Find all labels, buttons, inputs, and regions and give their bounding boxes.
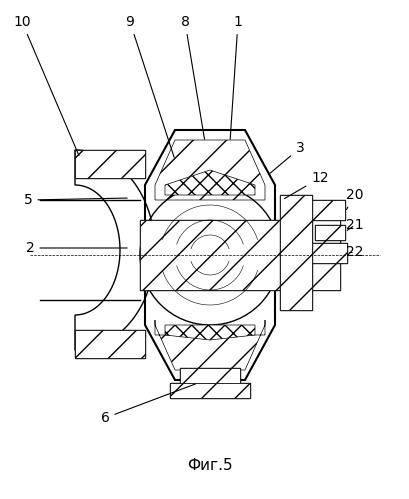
Text: 22: 22 — [346, 245, 364, 259]
Bar — [315, 225, 345, 240]
Polygon shape — [155, 140, 265, 200]
Text: 20: 20 — [346, 188, 364, 210]
Polygon shape — [75, 150, 145, 178]
Bar — [75, 330, 145, 358]
Polygon shape — [315, 225, 345, 240]
Text: 8: 8 — [180, 15, 204, 139]
Bar — [140, 220, 340, 290]
Text: 6: 6 — [101, 384, 196, 425]
Polygon shape — [165, 170, 255, 195]
Polygon shape — [140, 220, 340, 290]
Polygon shape — [165, 325, 255, 340]
Bar — [180, 368, 240, 383]
Text: 12: 12 — [284, 171, 329, 199]
Bar — [280, 195, 312, 310]
Polygon shape — [75, 330, 145, 358]
Text: 1: 1 — [230, 15, 243, 139]
Polygon shape — [280, 195, 312, 310]
Polygon shape — [312, 243, 347, 263]
Text: 2: 2 — [26, 241, 127, 255]
Polygon shape — [180, 368, 240, 383]
Bar — [310, 200, 345, 220]
Bar — [75, 150, 145, 178]
Text: 5: 5 — [24, 193, 127, 207]
Text: 3: 3 — [270, 141, 304, 173]
Text: 21: 21 — [346, 218, 364, 232]
Polygon shape — [75, 150, 155, 350]
Bar — [170, 383, 250, 398]
Polygon shape — [170, 383, 250, 398]
Text: 10: 10 — [13, 15, 79, 156]
Bar — [312, 243, 347, 263]
Polygon shape — [310, 200, 345, 220]
Text: Фиг.5: Фиг.5 — [187, 458, 233, 473]
Text: 9: 9 — [126, 15, 174, 157]
Polygon shape — [155, 320, 265, 370]
